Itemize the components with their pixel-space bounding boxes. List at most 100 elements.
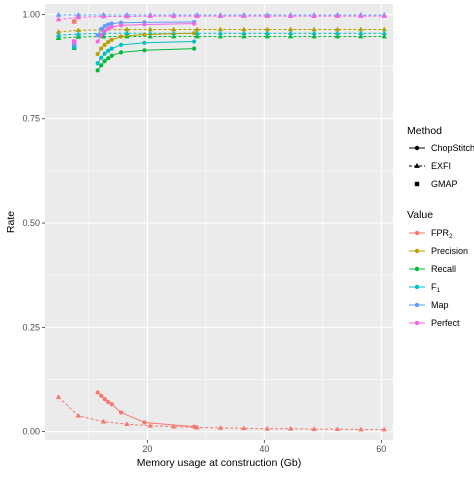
data-point [264, 13, 270, 18]
data-point [334, 33, 341, 39]
legend-label-subscript: 1 [437, 287, 441, 294]
y-tick-label: 0.00 [22, 427, 40, 437]
data-point [102, 51, 107, 56]
data-point [106, 22, 111, 27]
series-gmap-fpr2 [72, 19, 77, 24]
legend-label: FPR2 [431, 228, 453, 240]
series-gmap-f1 [72, 44, 77, 50]
data-point [100, 33, 107, 39]
data-point [99, 63, 104, 68]
series-chopstitch-fpr2 [95, 390, 197, 429]
data-point [311, 26, 317, 32]
data-point [358, 26, 364, 32]
data-point [381, 30, 387, 36]
data-point [95, 61, 100, 66]
data-point [264, 26, 270, 32]
data-point [170, 26, 177, 32]
legend-label: F1 [431, 282, 441, 294]
data-point [194, 13, 200, 18]
data-point [109, 46, 114, 51]
data-point [124, 13, 130, 19]
data-point [118, 410, 124, 415]
data-point [109, 402, 114, 407]
data-point [100, 418, 107, 424]
data-point [75, 14, 82, 20]
legend-key-marker [414, 248, 420, 254]
data-point [264, 425, 270, 431]
legend-label-subscript: 2 [449, 233, 453, 240]
data-point [95, 51, 100, 57]
legend-item-f1: F1 [409, 282, 441, 294]
data-point [95, 39, 100, 44]
data-point [142, 40, 147, 45]
data-point [55, 394, 62, 399]
data-point [99, 26, 104, 32]
x-tick-label: 40 [259, 444, 269, 454]
legend-key-marker [414, 181, 420, 187]
legend-item-fpr2: FPR2 [409, 228, 453, 240]
series-exfi-fpr2 [55, 394, 387, 432]
data-point [118, 23, 124, 28]
data-point [55, 32, 62, 38]
legend: Method ChopStitch EXFI GMAP Value FPR2 Prec… [407, 125, 474, 328]
x-tick-label: 20 [142, 444, 152, 454]
data-point [241, 425, 247, 431]
data-point [381, 33, 387, 39]
data-point [124, 26, 130, 32]
data-point [287, 425, 294, 431]
legend-label: Perfect [431, 318, 460, 328]
data-point [194, 26, 200, 32]
x-tick-label: 60 [376, 444, 386, 454]
data-point [55, 16, 62, 22]
y-axis: 0.00 0.25 0.50 0.75 1.00 [22, 9, 45, 437]
data-point [192, 21, 197, 26]
legend-value-title: Value [407, 209, 433, 221]
data-point [75, 27, 82, 33]
data-point [287, 13, 294, 18]
data-point [358, 30, 364, 36]
series-exfi-recall [55, 33, 387, 41]
legend-method-title: Method [407, 125, 442, 137]
data-point [192, 46, 197, 51]
legend-key-marker [414, 320, 420, 326]
data-point [170, 13, 177, 18]
y-axis-title: Rate [5, 211, 17, 233]
data-point [311, 426, 317, 431]
data-point [192, 39, 197, 44]
data-point [106, 399, 111, 405]
data-point [99, 55, 104, 60]
data-point [194, 424, 200, 430]
data-point [170, 423, 177, 429]
data-point [311, 33, 317, 39]
grid-minor [45, 4, 393, 440]
series-gmap-map [72, 42, 77, 47]
data-point [192, 31, 197, 36]
data-point [55, 12, 62, 17]
data-point [241, 30, 247, 36]
data-point [264, 33, 270, 39]
data-point [334, 30, 341, 36]
data-point [109, 21, 114, 26]
legend-label: ChopStitch [431, 143, 474, 153]
data-point [334, 26, 341, 32]
y-tick-label: 1.00 [22, 9, 40, 19]
data-point [170, 33, 177, 39]
data-point [95, 390, 100, 395]
data-point [72, 44, 77, 50]
legend-label: Precision [431, 246, 468, 256]
series-chopstitch-perfect [95, 21, 197, 44]
data-point [106, 56, 111, 61]
data-point [99, 33, 104, 38]
legend-values: FPR2 Precision Recall F1 Map Perfect [409, 228, 468, 328]
data-point [75, 34, 82, 39]
data-point [311, 13, 317, 18]
series-chopstitch-recall [95, 46, 197, 73]
legend-item-precision: Precision [409, 246, 468, 256]
data-point [72, 42, 77, 47]
legend-item-chopstitch: ChopStitch [409, 143, 474, 153]
data-point [124, 421, 130, 426]
data-point [194, 33, 200, 39]
x-axis-title: Memory usage at construction (Gb) [137, 457, 302, 469]
legend-item-gmap: GMAP [414, 179, 458, 189]
